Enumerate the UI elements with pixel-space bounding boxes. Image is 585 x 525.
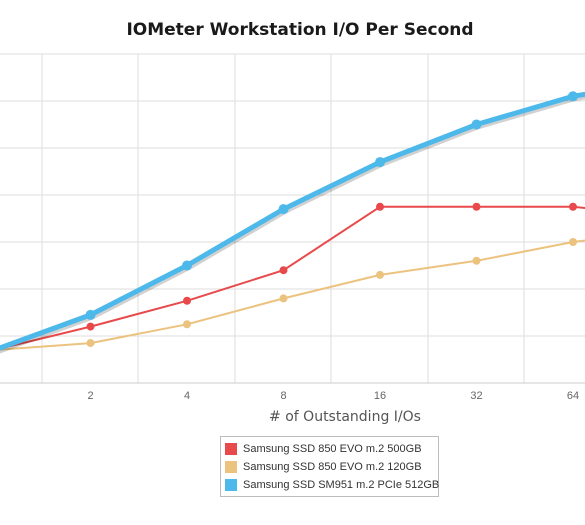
series-2: [0, 238, 585, 351]
x-tick-label: 2: [87, 390, 93, 402]
series-line: [0, 91, 585, 351]
data-point: [569, 202, 577, 211]
legend-label: Samsung SSD 850 EVO m.2 500GB: [243, 443, 422, 455]
legend-swatch: [225, 479, 237, 491]
series-1: [0, 202, 585, 350]
data-point: [569, 238, 577, 246]
legend-item: Samsung SSD 850 EVO m.2 120GB: [221, 458, 438, 476]
data-point: [471, 119, 482, 130]
x-tick-label: 8: [280, 390, 286, 402]
plot-area: [0, 91, 585, 354]
legend-label: Samsung SSD SM951 m.2 PCIe 512GB: [243, 479, 440, 491]
data-point: [472, 202, 481, 211]
data-point: [183, 320, 191, 329]
x-axis-label: # of Outstanding I/Os: [269, 409, 421, 425]
data-point: [279, 294, 288, 303]
legend-item: Samsung SSD 850 EVO m.2 500GB: [221, 440, 438, 458]
data-point: [86, 322, 95, 331]
data-point: [183, 296, 191, 305]
data-point: [376, 202, 384, 211]
chart-title: IOMeter Workstation I/O Per Second: [126, 20, 473, 40]
x-tick-label: 16: [374, 390, 386, 402]
legend-swatch: [225, 461, 237, 473]
series-line: [0, 239, 585, 351]
data-point: [376, 270, 384, 279]
x-axis: 2 4 8 16 32 64: [0, 382, 585, 402]
data-point: [279, 266, 288, 275]
data-point: [375, 157, 385, 168]
legend-swatch: [225, 443, 237, 455]
data-point: [182, 260, 192, 271]
x-tick-label: 64: [567, 390, 579, 402]
series-line: [0, 205, 585, 350]
data-point: [85, 309, 96, 320]
data-point: [472, 256, 481, 265]
x-tick-label: 4: [184, 390, 190, 402]
legend-label: Samsung SSD 850 EVO m.2 120GB: [243, 461, 422, 473]
data-point: [86, 339, 95, 348]
x-tick-label: 32: [470, 390, 482, 402]
data-point: [568, 91, 578, 102]
series-3: [0, 91, 585, 354]
data-point: [278, 204, 289, 215]
legend-item: Samsung SSD SM951 m.2 PCIe 512GB: [221, 476, 440, 494]
legend: Samsung SSD 850 EVO m.2 500GB Samsung SSD…: [220, 436, 439, 497]
grid: [0, 53, 585, 383]
